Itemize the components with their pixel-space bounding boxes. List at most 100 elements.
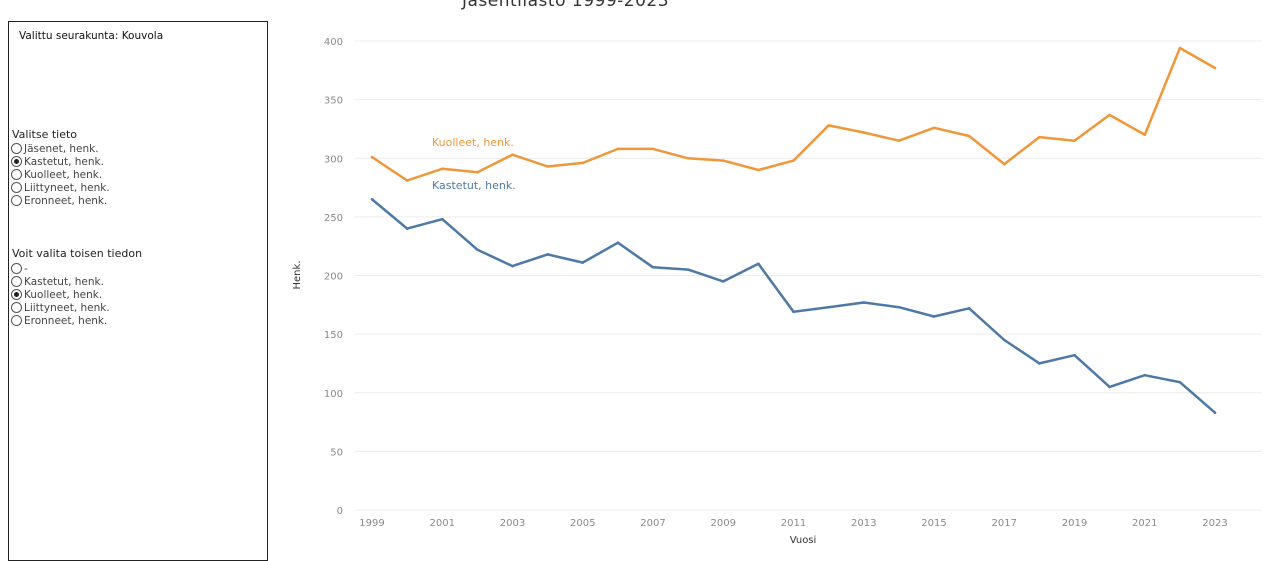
data-point (511, 264, 514, 268)
x-tick-label: 2017 (992, 518, 1017, 529)
data-point (581, 161, 585, 165)
y-tick-label: 300 (324, 154, 343, 165)
x-tick-label: 2003 (500, 518, 525, 529)
y-tick-label: 100 (324, 389, 343, 400)
radio-option-label: Kuolleet, henk. (24, 168, 103, 181)
group1-option-1[interactable]: Kastetut, henk. (11, 155, 104, 168)
radio-button-icon[interactable] (11, 143, 22, 154)
data-point (511, 153, 514, 157)
radio-option-label: - (24, 262, 28, 275)
data-point (827, 305, 830, 309)
x-tick-label: 2015 (921, 518, 946, 529)
data-point (686, 156, 690, 160)
y-axis-ticks: 0 50 100 150 200 250 300 350 400 (324, 37, 343, 517)
data-point (581, 261, 585, 264)
data-point (1108, 113, 1111, 117)
radio-option-label: Kastetut, henk. (24, 155, 104, 168)
data-point (370, 197, 374, 201)
secondary-metric-title: Voit valita toisen tiedon (12, 247, 143, 260)
x-tick-label: 2021 (1132, 518, 1157, 529)
data-point (546, 165, 549, 168)
radio-button-icon[interactable] (11, 263, 22, 274)
y-axis-label: Henk. (292, 261, 303, 290)
x-tick-label: 2023 (1202, 518, 1227, 529)
data-point (932, 126, 936, 130)
x-tick-label: 2009 (711, 518, 736, 529)
data-point (1143, 133, 1147, 137)
x-tick-label: 2019 (1062, 518, 1087, 529)
data-point (757, 168, 760, 172)
data-point (476, 248, 479, 252)
radio-option-label: Liittyneet, henk. (24, 301, 110, 314)
data-point (405, 227, 409, 230)
y-tick-label: 400 (324, 37, 343, 48)
radio-button-icon[interactable] (11, 182, 22, 193)
y-tick-label: 350 (324, 96, 343, 107)
radio-button-icon[interactable] (11, 276, 22, 287)
data-point (440, 217, 444, 221)
radio-button-icon[interactable] (11, 315, 22, 326)
x-tick-label: 2011 (781, 518, 806, 529)
radio-option-label: Kuolleet, henk. (24, 288, 103, 301)
group2-option-1[interactable]: Kastetut, henk. (11, 275, 104, 288)
group1-option-2[interactable]: Kuolleet, henk. (11, 168, 102, 181)
data-point (967, 307, 971, 310)
group1-option-4[interactable]: Eronneet, henk. (11, 194, 107, 207)
data-point (721, 280, 725, 283)
data-point (721, 159, 725, 162)
data-point (897, 139, 901, 142)
radio-option-label: Eronneet, henk. (24, 194, 108, 207)
data-point (827, 124, 830, 127)
group1-option-3[interactable]: Liittyneet, henk. (11, 181, 110, 194)
radio-option-label: Liittyneet, henk. (24, 181, 110, 194)
series-label-kastetut: Kastetut, henk. (432, 179, 516, 192)
data-point (1178, 380, 1182, 384)
data-point (967, 134, 971, 138)
primary-metric-title: Valitse tieto (12, 128, 78, 141)
data-point (1178, 46, 1182, 50)
data-point (1073, 353, 1076, 357)
selected-parish-label: Valittu seurakunta: Kouvola (19, 30, 164, 42)
data-point (1073, 139, 1076, 142)
data-point (1002, 162, 1006, 166)
group2-option-2[interactable]: Kuolleet, henk. (11, 288, 102, 301)
x-axis-label: Vuosi (790, 535, 817, 546)
data-point (1038, 362, 1041, 365)
filter-panel: Valittu seurakunta: Kouvola Valitse tiet… (8, 21, 268, 561)
data-point (862, 301, 866, 304)
y-tick-label: 150 (324, 330, 343, 341)
group2-option-0[interactable]: - (11, 262, 28, 275)
group2-option-3[interactable]: Liittyneet, henk. (11, 301, 110, 314)
radio-button-icon[interactable] (11, 302, 22, 313)
radio-button-icon[interactable] (11, 169, 22, 180)
data-point (1143, 373, 1147, 377)
y-tick-label: 200 (324, 272, 343, 283)
radio-option-label: Kastetut, henk. (24, 275, 104, 288)
x-tick-label: 1999 (359, 518, 384, 529)
data-point (616, 147, 620, 151)
data-point (370, 155, 374, 159)
data-point (440, 167, 444, 171)
group1-option-0[interactable]: Jäsenet, henk. (11, 142, 99, 155)
x-tick-label: 2007 (640, 518, 665, 529)
data-point (651, 147, 655, 151)
radio-option-label: Jäsenet, henk. (24, 142, 99, 155)
data-point (1213, 411, 1217, 414)
radio-button-icon[interactable] (11, 156, 22, 167)
series-label-kuolleet: Kuolleet, henk. (432, 136, 514, 149)
data-point (405, 179, 409, 182)
data-point (792, 310, 795, 314)
data-point (897, 305, 901, 309)
series-line-1 (371, 198, 1216, 414)
radio-button-icon[interactable] (11, 289, 22, 300)
data-point (546, 253, 549, 256)
radio-button-icon[interactable] (11, 195, 22, 206)
data-point (1108, 385, 1111, 389)
group2-option-4[interactable]: Eronneet, henk. (11, 314, 107, 327)
data-point (862, 131, 866, 134)
data-point (1002, 338, 1006, 342)
x-tick-label: 2001 (430, 518, 455, 529)
gridlines (355, 40, 1262, 511)
data-point (1038, 135, 1041, 139)
data-point (686, 268, 690, 271)
